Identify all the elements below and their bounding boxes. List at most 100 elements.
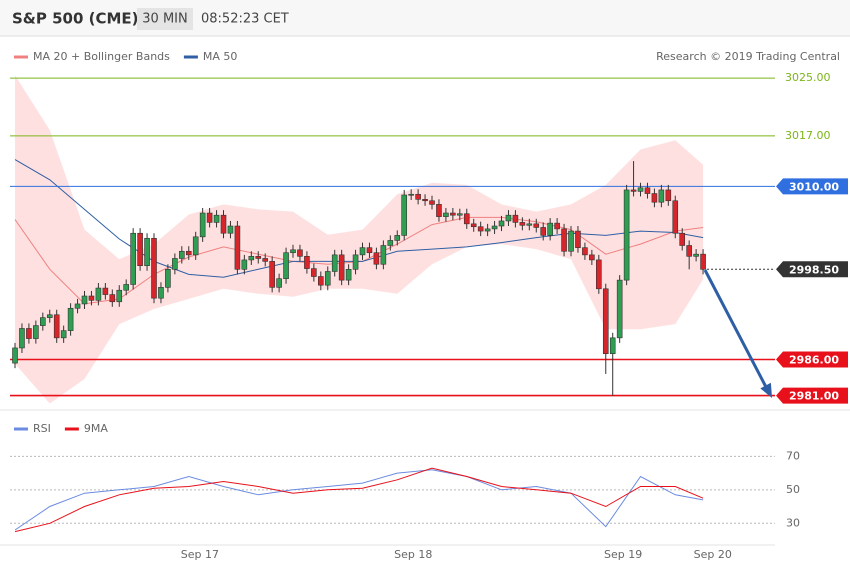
candle-body [269,261,275,288]
level-badge [776,387,848,404]
legend-label: 9MA [84,422,108,435]
candle-body [81,295,88,305]
candle-body [123,284,130,291]
candle-body [46,314,53,318]
candle-body [109,294,116,303]
candle-body [102,287,109,295]
candle-body [394,235,401,241]
candle-body [609,337,616,355]
candle-body [227,225,234,234]
candle-body [450,212,456,216]
candle-body [359,247,366,256]
symbol: S&P 500 (CME) [12,10,139,28]
candle-body [206,212,213,223]
candle-body [220,214,227,234]
candle-body [686,245,692,257]
candle-body [179,250,185,259]
candle-body [700,253,706,270]
candle-body [616,279,623,339]
candle-body [304,256,310,269]
candle-body [463,213,470,225]
candle-body [470,223,477,228]
candle-body [512,214,519,223]
candle-body [568,230,574,252]
candle-body [602,288,609,355]
level-label: 2986.00 [789,353,839,366]
candle-body [116,289,123,303]
candle-body [318,276,324,286]
candle-body [241,259,248,270]
candle-body [672,200,679,234]
level-label: 3017.00 [785,129,831,142]
candle-body [338,254,345,281]
candle-body [443,212,449,217]
candle-body [679,232,686,246]
level-badge [776,178,848,195]
candle-body [582,247,588,256]
level-label: 2998.50 [789,263,839,276]
candle-body [130,232,136,285]
candle-body [165,269,171,288]
legend-label: MA 50 [203,50,238,63]
forecast-arrow [703,269,772,398]
indicator-line [14,467,704,533]
candle-body [554,222,560,230]
candle-body [693,253,699,257]
candle-body [276,278,282,288]
candle-body [53,314,60,339]
candle-body [505,214,512,222]
candle-body [380,245,387,265]
candle-body [436,204,442,217]
candle-body [533,223,540,228]
candle-body [33,325,39,339]
candle-body [422,199,428,202]
candle-body [95,287,102,301]
candle-body [88,295,95,301]
arrow-shaft [703,269,768,388]
x-tick-label: Sep 17 [181,548,219,561]
legend-label: RSI [33,422,51,435]
candle-body [589,254,595,261]
y-tick-label: 70 [786,449,800,462]
candle-body [74,303,81,309]
candle-body [290,249,296,254]
candle-body [484,228,491,232]
candle-body [366,247,373,254]
candle-body [623,189,630,281]
candle-body [213,214,220,223]
level-badge [776,351,848,368]
candle-body [352,254,359,270]
candle-body [665,189,672,202]
candle-body [137,232,143,266]
candle-body [387,240,394,246]
candle-body [19,328,25,349]
candle-body [519,222,526,226]
interval[interactable]: 30 MIN [142,12,187,27]
candle-body [60,330,67,339]
candle-body [540,227,547,236]
candle-body [331,254,338,272]
candle-body [158,287,164,299]
level-badge [776,261,848,278]
arrow-head [760,382,772,398]
legend-label: MA 20 + Bollinger Bands [33,50,170,63]
candle-body [491,225,498,230]
candle-body [67,307,74,331]
bollinger-band [15,75,704,404]
candle-body [255,256,262,259]
candle-body [429,200,435,205]
candle-body [172,258,178,270]
x-tick-label: Sep 20 [694,548,732,561]
interval-box[interactable] [137,8,193,30]
candle-body [283,252,289,279]
candle-body [262,258,269,262]
x-tick-label: Sep 19 [604,548,642,561]
candle-body [457,213,463,216]
y-tick-label: 50 [786,483,800,496]
candle-body [498,220,505,227]
candle-body [651,193,658,203]
candle-body [345,269,352,281]
candle-body [401,194,408,236]
candle-body [192,236,199,256]
y-tick-label: 30 [786,516,800,529]
